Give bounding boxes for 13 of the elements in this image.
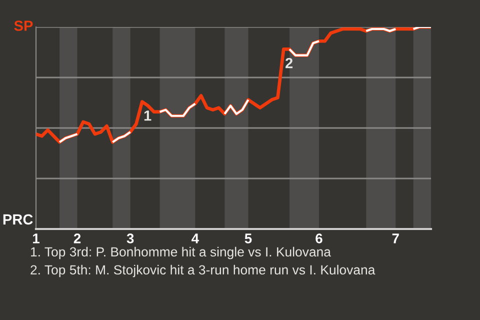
x-tick-label: 6 [316, 234, 322, 244]
x-tick-label: 2 [74, 234, 81, 244]
text: 2. Top 5th: M. Stojkovic hit a 3-run home run vs I. Kulovana [30, 264, 376, 278]
x-tick-label: 3 [126, 234, 134, 244]
x-tick-label: 4 [192, 234, 199, 244]
annotation: 2 [286, 58, 293, 68]
text: 1. Top 3rd: P. Bonhomme hit a single vs I. Kulovana [31, 246, 331, 260]
annotation: 1 [144, 110, 152, 121]
x-tick-label: 5 [244, 234, 252, 244]
text: SP [14, 20, 33, 31]
text: PRC [3, 214, 33, 225]
x-tick-label: 7 [392, 234, 399, 244]
x-tick-label: 1 [33, 234, 40, 244]
